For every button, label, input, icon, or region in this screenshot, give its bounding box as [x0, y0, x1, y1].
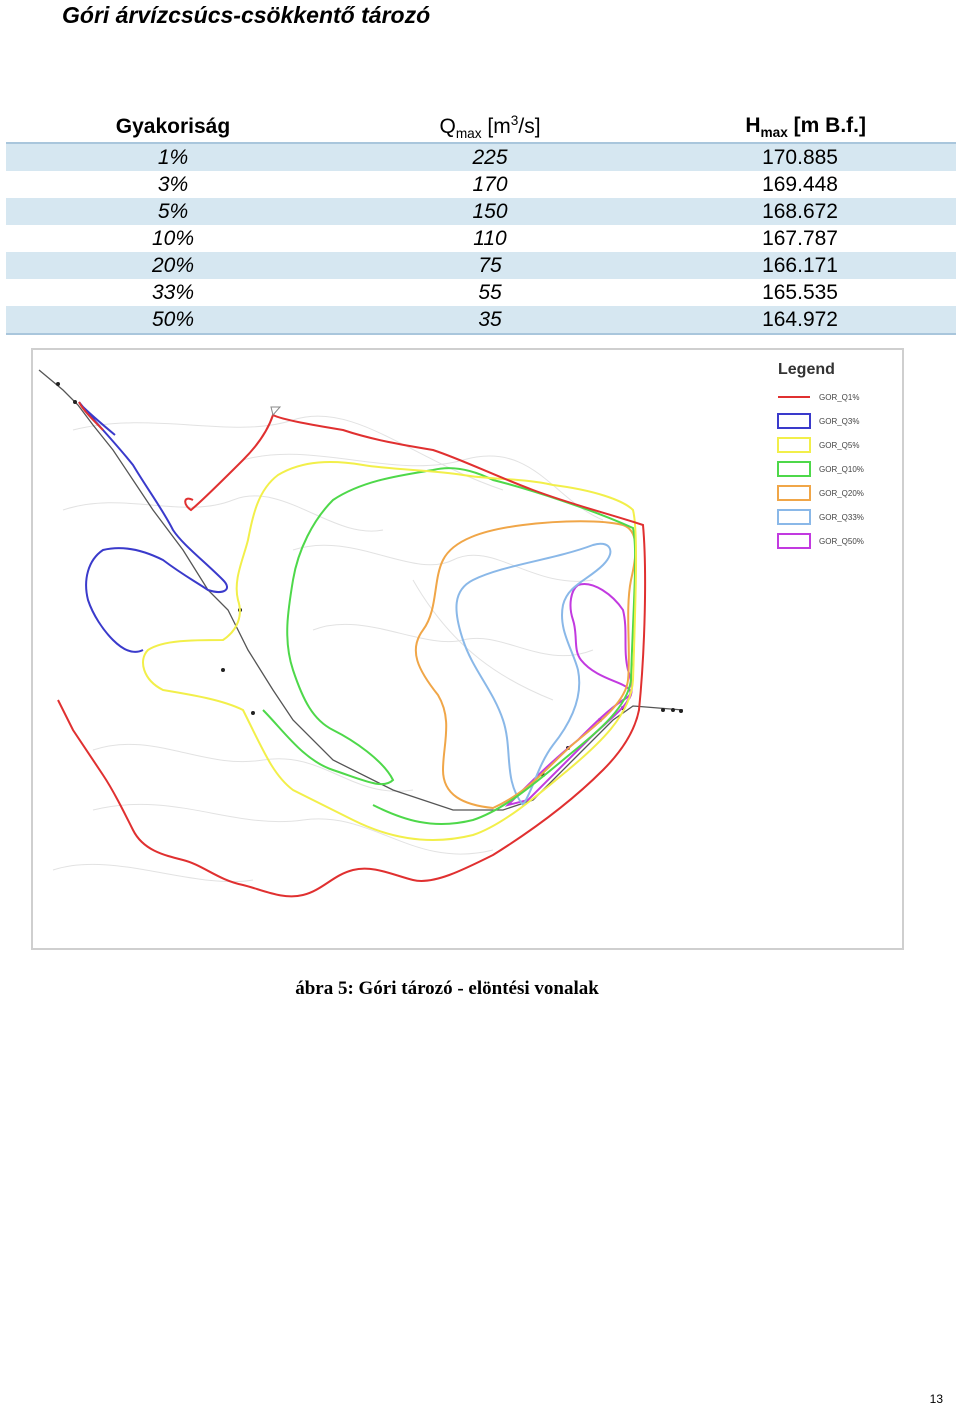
legend-label: GOR_Q33%: [819, 513, 864, 522]
cell-q: 170: [472, 173, 508, 196]
cell-frequency: 10%: [151, 227, 195, 250]
legend-label: GOR_Q1%: [819, 393, 859, 402]
cell-frequency: 1%: [6, 143, 340, 171]
north-marker: [270, 406, 282, 417]
cell-h: 169.448: [762, 173, 838, 196]
table-row: 33% 55 165.535: [6, 279, 956, 306]
table-row: 20% 75 166.171: [6, 252, 956, 279]
cell-h: 168.672: [640, 198, 956, 225]
cell-frequency: 20%: [6, 252, 340, 279]
header-h-max: Hmax [m B.f.]: [640, 112, 956, 144]
document-title: Góri árvízcsúcs-csökkentő tározó: [62, 2, 431, 28]
map-legend: Legend GOR_Q1%GOR_Q3%GOR_Q5%GOR_Q10%GOR_…: [777, 361, 864, 549]
table-header-row: Gyakoriság Qmax [m3/s] Hmax [m B.f.]: [6, 112, 956, 144]
cell-q: 225: [340, 143, 640, 171]
cell-h: 164.972: [640, 306, 956, 335]
figure-caption: ábra 5: Góri tározó - elöntési vonalak: [295, 978, 599, 999]
table-row: 3% 170 169.448: [6, 171, 956, 198]
inundation-map: Legend GOR_Q1% GOR_Q3% GOR_Q5% GOR_Q10% GOR_…: [31, 348, 904, 950]
map-drawing: Legend GOR_Q1%GOR_Q3%GOR_Q5%GOR_Q10%GOR_…: [38, 361, 864, 898]
header-q-max: Qmax [m3/s]: [340, 112, 640, 144]
cell-q: 55: [478, 281, 502, 304]
cell-frequency: 3%: [157, 173, 189, 196]
cell-q: 110: [473, 227, 507, 250]
flood-line-q5: [142, 461, 638, 841]
frequency-table: Gyakoriság Qmax [m3/s] Hmax [m B.f.] 1% …: [6, 112, 956, 335]
legend-swatch: [777, 509, 811, 525]
flood-line-q33: [455, 542, 612, 806]
legend-label: GOR_Q50%: [819, 537, 864, 546]
legend-label: GOR_Q3%: [819, 417, 859, 426]
table-row: 5% 150 168.672: [6, 198, 956, 225]
header-frequency: Gyakoriság: [6, 112, 340, 144]
cell-q: 35: [340, 306, 640, 335]
cell-frequency: 5%: [6, 198, 340, 225]
legend-label: GOR_Q20%: [819, 489, 864, 498]
cell-frequency: 33%: [151, 281, 195, 304]
flood-line-q20: [414, 520, 637, 810]
flood-line-q3: [78, 401, 228, 653]
legend-label: GOR_Q10%: [819, 465, 864, 474]
flood-line-q50: [504, 583, 633, 807]
cell-q: 150: [340, 198, 640, 225]
page-number: 13: [929, 1392, 943, 1406]
legend-swatch: [777, 533, 811, 549]
legend-swatch: [777, 485, 811, 501]
legend-label: GOR_Q5%: [819, 441, 859, 450]
cell-h: 166.171: [640, 252, 956, 279]
table-row: 10% 110 167.787: [6, 225, 956, 252]
cell-h: 167.787: [762, 227, 838, 250]
legend-swatch: [777, 413, 811, 429]
cell-h: 165.535: [762, 281, 838, 304]
legend-entries: GOR_Q1% GOR_Q3% GOR_Q5% GOR_Q10% GOR_Q20% GOR…: [777, 393, 864, 549]
legend-swatch: [777, 461, 811, 477]
cell-h: 170.885: [640, 143, 956, 171]
legend-swatch: [777, 437, 811, 453]
table-row: 1% 225 170.885: [6, 143, 956, 171]
flood-line-q1: [57, 401, 647, 898]
cell-q: 75: [340, 252, 640, 279]
table-row: 50% 35 164.972: [6, 306, 956, 335]
cell-frequency: 50%: [6, 306, 340, 335]
legend-title: Legend: [778, 361, 835, 378]
